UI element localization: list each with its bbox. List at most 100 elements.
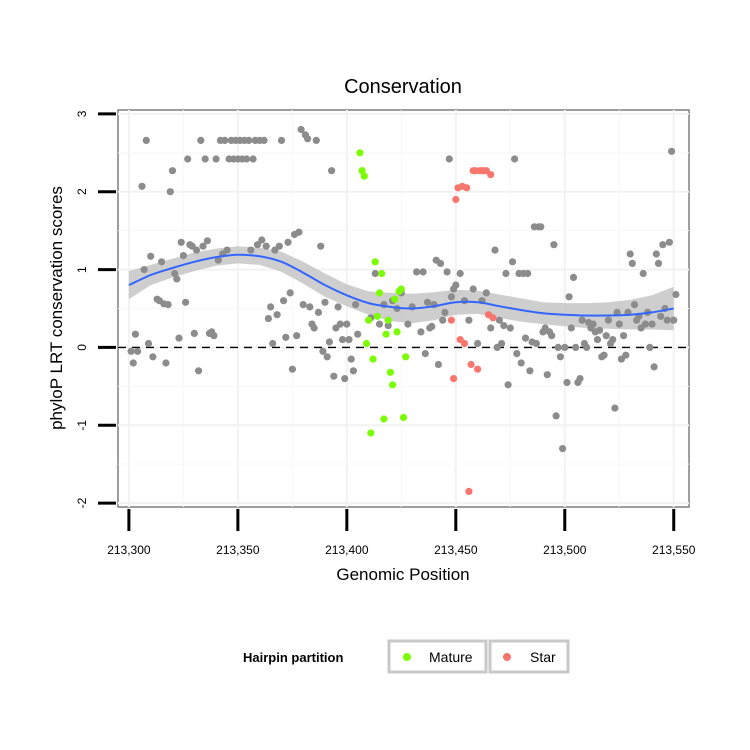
point-star	[487, 171, 495, 179]
point-other	[140, 266, 148, 274]
point-other	[613, 308, 621, 316]
point-other	[491, 246, 499, 254]
point-other	[184, 155, 192, 163]
point-other	[179, 252, 187, 260]
point-other	[258, 236, 266, 244]
point-mature	[360, 172, 368, 180]
y-tick-label: 0	[75, 344, 89, 351]
point-other	[297, 125, 305, 134]
point-other	[341, 375, 349, 383]
point-other	[267, 303, 275, 311]
point-other	[443, 268, 451, 276]
y-tick-label: -1	[75, 420, 89, 431]
point-other	[626, 250, 634, 258]
point-other	[173, 275, 181, 283]
point-other	[436, 259, 445, 267]
point-other	[175, 334, 183, 342]
point-mature	[365, 316, 373, 324]
data-points	[127, 125, 680, 495]
point-other	[543, 371, 551, 379]
point-other	[404, 320, 412, 328]
point-other	[245, 136, 253, 144]
point-other	[134, 347, 142, 355]
point-other	[195, 367, 203, 375]
smooth-line-layer	[128, 253, 674, 317]
point-other	[469, 285, 477, 293]
point-star	[447, 316, 455, 324]
point-other	[672, 290, 680, 299]
point-mature	[369, 355, 377, 363]
point-other	[299, 301, 307, 309]
point-other	[280, 297, 288, 305]
point-other	[243, 155, 251, 163]
point-other	[561, 343, 569, 351]
point-other	[190, 329, 198, 337]
point-other	[578, 316, 586, 324]
legend-title: Hairpin partition	[243, 650, 343, 665]
point-other	[375, 320, 384, 328]
point-other	[197, 136, 205, 144]
point-other	[648, 320, 656, 328]
point-star	[460, 339, 469, 348]
point-other	[203, 237, 211, 245]
point-other	[354, 330, 362, 338]
point-mature	[380, 415, 388, 423]
point-other	[306, 303, 314, 311]
point-other	[131, 330, 139, 338]
point-other	[249, 155, 257, 163]
point-star	[450, 375, 458, 383]
point-other	[338, 336, 347, 344]
point-other	[210, 332, 218, 340]
point-other	[657, 312, 665, 320]
point-other	[550, 241, 558, 249]
point-mature	[378, 269, 386, 278]
point-other	[498, 339, 506, 348]
point-other	[611, 404, 619, 412]
point-other	[441, 308, 449, 316]
point-other	[526, 367, 534, 375]
point-other	[487, 324, 495, 332]
point-other	[524, 269, 532, 278]
point-other	[221, 136, 229, 144]
point-other	[428, 322, 436, 330]
point-other	[502, 269, 510, 278]
point-other	[628, 259, 636, 267]
point-other	[552, 412, 560, 420]
point-other	[319, 347, 327, 355]
point-other	[269, 339, 277, 348]
chart-title: Conservation	[344, 76, 462, 98]
point-other	[330, 372, 338, 380]
point-other	[445, 155, 453, 163]
point-other	[182, 298, 190, 306]
point-other	[423, 298, 432, 306]
point-other	[506, 324, 514, 332]
legend-key-mature	[403, 653, 411, 661]
point-other	[317, 242, 325, 250]
point-other	[500, 322, 508, 330]
point-mature	[389, 381, 397, 389]
point-other	[474, 339, 482, 348]
y-tick-label: 1	[75, 266, 89, 273]
point-other	[630, 301, 639, 309]
point-mature	[367, 429, 375, 437]
x-tick-label: 213,300	[107, 543, 151, 557]
point-other	[569, 273, 578, 281]
legend-label-star: Star	[530, 649, 556, 665]
point-other	[138, 182, 146, 190]
point-other	[286, 289, 294, 297]
legend-key-star-box	[488, 639, 570, 674]
point-other	[273, 311, 281, 319]
point-other	[559, 445, 567, 453]
point-mature	[358, 167, 366, 175]
legend-key-star	[503, 653, 511, 661]
y-tick-label: -2	[75, 497, 89, 508]
point-other	[589, 320, 597, 328]
point-other	[168, 167, 177, 175]
point-other	[277, 136, 286, 144]
smooth-line	[128, 253, 674, 317]
point-other	[556, 353, 565, 361]
point-other	[572, 343, 580, 351]
point-other	[314, 308, 323, 316]
point-mature	[402, 353, 410, 361]
point-other	[434, 360, 442, 369]
